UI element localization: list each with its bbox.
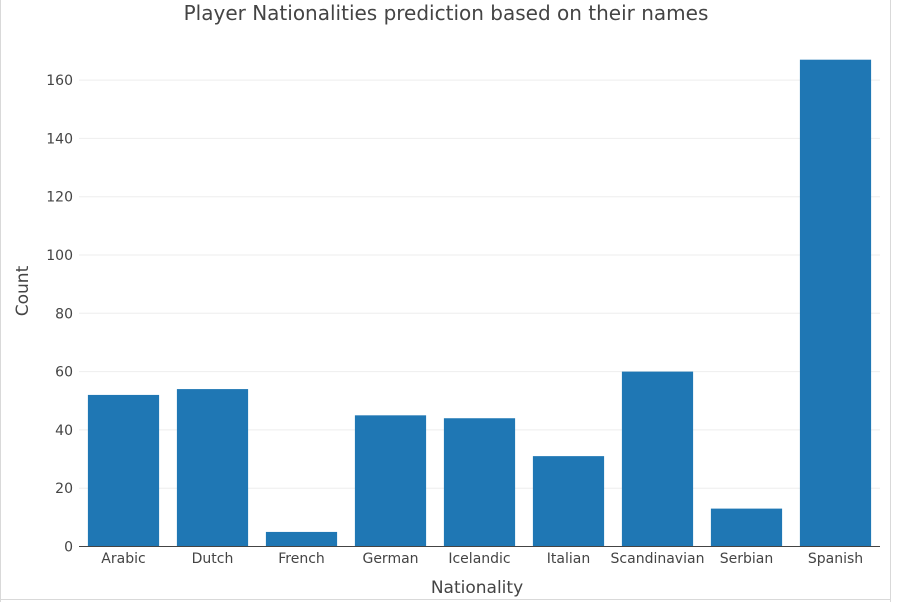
- x-tick-label: Italian: [547, 551, 590, 567]
- y-tick-label: 0: [64, 540, 73, 556]
- x-tick-label: Arabic: [101, 551, 145, 567]
- y-tick-label: 140: [46, 131, 73, 147]
- x-tick-label: German: [362, 551, 418, 567]
- y-tick-label: 60: [55, 365, 73, 381]
- bar-spanish[interactable]: [799, 59, 872, 547]
- x-tick-label: French: [278, 551, 325, 567]
- x-tick-label: Icelandic: [448, 551, 510, 567]
- bar-dutch[interactable]: [176, 389, 249, 547]
- bar-italian[interactable]: [532, 456, 605, 547]
- y-tick-label: 120: [46, 190, 73, 206]
- chart-title: Player Nationalities prediction based on…: [184, 1, 709, 25]
- bars: [87, 59, 872, 547]
- y-axis-title: Count: [13, 265, 33, 316]
- x-tick-label: Scandinavian: [611, 551, 705, 567]
- bar-arabic[interactable]: [87, 394, 160, 547]
- bar-icelandic[interactable]: [443, 418, 516, 547]
- bar-french[interactable]: [265, 531, 338, 547]
- y-tick-label: 160: [46, 73, 73, 89]
- bar-serbian[interactable]: [710, 508, 783, 547]
- bar-scandinavian[interactable]: [621, 371, 694, 547]
- x-tick-labels: Arabic Dutch French German Icelandic Italian S…: [101, 551, 863, 567]
- x-tick-label: Serbian: [720, 551, 773, 567]
- x-tick-label: Dutch: [192, 551, 234, 567]
- x-axis-title: Nationality: [431, 578, 523, 598]
- y-tick-label: 20: [55, 481, 73, 497]
- x-tick-label: Spanish: [808, 551, 863, 567]
- y-tick-labels: 0 20 40 60 80 100 120 140 160: [46, 73, 73, 555]
- y-tick-label: 40: [55, 423, 73, 439]
- y-tick-label: 100: [46, 248, 73, 264]
- bar-german[interactable]: [354, 415, 427, 547]
- y-tick-label: 80: [55, 306, 73, 322]
